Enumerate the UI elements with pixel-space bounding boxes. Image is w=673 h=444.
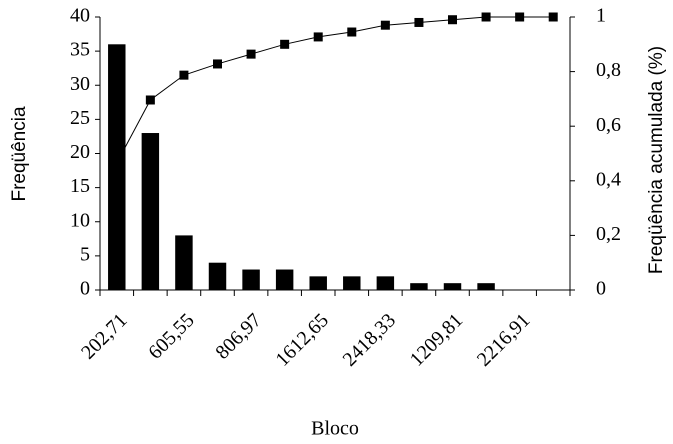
bar xyxy=(275,269,294,290)
y2-tick-label: 0 xyxy=(596,278,606,300)
line-marker xyxy=(380,20,390,30)
bar xyxy=(175,235,193,290)
x-tick-label: 1612,65 xyxy=(271,309,333,371)
y-tick-label: 0 xyxy=(80,278,90,300)
y-tick-label: 25 xyxy=(70,107,90,129)
cumulative-line xyxy=(116,16,554,164)
bar xyxy=(242,269,260,290)
line-marker xyxy=(179,70,189,80)
bar xyxy=(410,283,428,290)
x-tick-label: 1209,81 xyxy=(406,309,468,371)
x-tick-label: 2418,33 xyxy=(339,309,401,371)
bar xyxy=(309,276,327,290)
line-marker xyxy=(313,32,323,42)
bar xyxy=(477,283,495,290)
line-marker xyxy=(246,49,256,59)
line-marker xyxy=(481,12,491,22)
line-marker xyxy=(448,15,457,25)
y2-tick-label: 0,2 xyxy=(596,223,621,245)
line-marker xyxy=(515,12,525,22)
y-axis-label: Freqüência xyxy=(9,106,30,201)
line-marker xyxy=(145,95,155,105)
line-marker xyxy=(347,27,357,37)
y-tick-label: 30 xyxy=(70,73,90,95)
bar xyxy=(108,44,126,290)
y2-tick-label: 1 xyxy=(596,5,606,27)
y-tick-label: 20 xyxy=(70,141,90,163)
line-marker xyxy=(414,17,424,27)
x-tick-label: 2216,91 xyxy=(473,309,535,371)
y-tick-label: 35 xyxy=(70,39,90,61)
y-tick-label: 5 xyxy=(80,243,90,265)
line-marker xyxy=(280,39,290,49)
bar xyxy=(443,283,462,290)
y-tick-label: 10 xyxy=(70,209,90,231)
x-tick-label: 605,55 xyxy=(144,309,198,363)
y2-axis-label: Freqüência acumulada (%) xyxy=(646,46,667,274)
y2-tick-label: 0,8 xyxy=(596,59,621,81)
y2-tick-label: 0,4 xyxy=(596,168,621,190)
y-tick-label: 40 xyxy=(70,5,90,27)
line-marker xyxy=(548,12,558,22)
bar xyxy=(208,262,227,290)
line-marker xyxy=(213,59,222,69)
bar xyxy=(376,276,395,290)
y2-tick-label: 0,6 xyxy=(596,114,621,136)
x-axis-label: Bloco xyxy=(311,418,359,440)
bar xyxy=(343,276,361,290)
bar xyxy=(141,133,160,290)
x-tick-label: 202,71 xyxy=(77,309,131,363)
y-tick-label: 15 xyxy=(70,175,90,197)
x-tick-label: 806,97 xyxy=(211,309,265,363)
